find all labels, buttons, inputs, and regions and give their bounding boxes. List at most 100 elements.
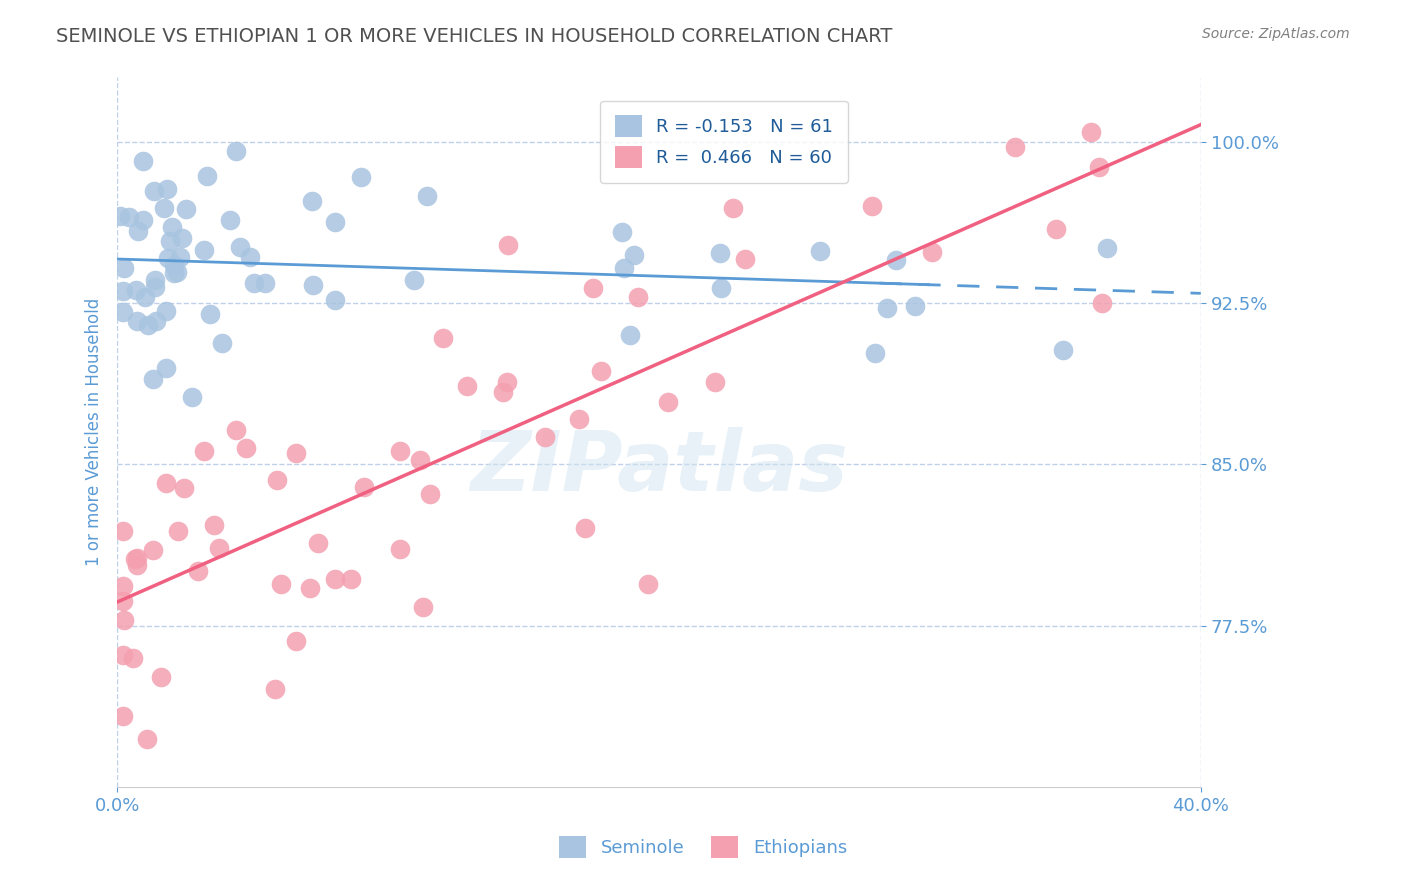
- Point: [709, 245, 731, 260]
- Point: [884, 252, 907, 267]
- Point: [124, 552, 146, 566]
- Point: [202, 518, 225, 533]
- Point: [1091, 296, 1114, 310]
- Y-axis label: 1 or more Vehicles in Household: 1 or more Vehicles in Household: [86, 298, 103, 566]
- Point: [235, 441, 257, 455]
- Point: [721, 201, 744, 215]
- Point: [143, 280, 166, 294]
- Point: [180, 390, 202, 404]
- Point: [153, 201, 176, 215]
- Point: [323, 215, 346, 229]
- Point: [149, 670, 172, 684]
- Point: [134, 290, 156, 304]
- Point: [496, 375, 519, 389]
- Point: [169, 250, 191, 264]
- Point: [198, 307, 221, 321]
- Point: [734, 252, 756, 266]
- Point: [863, 346, 886, 360]
- Point: [263, 682, 285, 697]
- Point: [657, 395, 679, 409]
- Legend: R = -0.153   N = 61, R =  0.466   N = 60: R = -0.153 N = 61, R = 0.466 N = 60: [600, 101, 848, 183]
- Point: [127, 224, 149, 238]
- Point: [136, 318, 159, 333]
- Point: [193, 243, 215, 257]
- Point: [145, 313, 167, 327]
- Point: [808, 244, 831, 259]
- Point: [225, 423, 247, 437]
- Point: [298, 582, 321, 596]
- Point: [703, 375, 725, 389]
- Point: [111, 648, 134, 662]
- Point: [533, 430, 555, 444]
- Point: [412, 600, 434, 615]
- Point: [132, 213, 155, 227]
- Text: ZIPatlas: ZIPatlas: [470, 427, 848, 508]
- Point: [125, 283, 148, 297]
- Point: [219, 213, 242, 227]
- Point: [125, 551, 148, 566]
- Point: [155, 475, 177, 490]
- Point: [157, 251, 180, 265]
- Point: [166, 524, 188, 538]
- Point: [284, 446, 307, 460]
- Point: [225, 144, 247, 158]
- Point: [131, 153, 153, 168]
- Point: [118, 211, 141, 225]
- Point: [159, 234, 181, 248]
- Point: [155, 360, 177, 375]
- Point: [416, 189, 439, 203]
- Point: [350, 169, 373, 184]
- Point: [155, 303, 177, 318]
- Point: [301, 194, 323, 209]
- Point: [163, 266, 186, 280]
- Point: [229, 240, 252, 254]
- Point: [127, 558, 149, 572]
- Point: [112, 613, 135, 627]
- Point: [112, 284, 135, 298]
- Point: [195, 169, 218, 183]
- Point: [1045, 222, 1067, 236]
- Point: [904, 299, 927, 313]
- Point: [623, 248, 645, 262]
- Point: [1095, 241, 1118, 255]
- Point: [238, 250, 260, 264]
- Point: [921, 245, 943, 260]
- Point: [409, 452, 432, 467]
- Point: [353, 480, 375, 494]
- Point: [612, 260, 634, 275]
- Point: [876, 301, 898, 316]
- Point: [610, 225, 633, 239]
- Point: [111, 594, 134, 608]
- Point: [270, 576, 292, 591]
- Point: [582, 281, 605, 295]
- Point: [323, 293, 346, 307]
- Point: [574, 520, 596, 534]
- Point: [112, 261, 135, 276]
- Point: [419, 486, 441, 500]
- Point: [142, 542, 165, 557]
- Legend: Seminole, Ethiopians: Seminole, Ethiopians: [551, 829, 855, 865]
- Point: [1088, 161, 1111, 175]
- Point: [136, 732, 159, 747]
- Point: [211, 336, 233, 351]
- Point: [619, 328, 641, 343]
- Point: [340, 572, 363, 586]
- Point: [111, 304, 134, 318]
- Point: [111, 709, 134, 723]
- Point: [627, 291, 650, 305]
- Point: [143, 184, 166, 198]
- Point: [710, 280, 733, 294]
- Point: [243, 276, 266, 290]
- Point: [166, 265, 188, 279]
- Point: [284, 634, 307, 648]
- Point: [432, 331, 454, 345]
- Point: [389, 444, 412, 458]
- Point: [208, 541, 231, 556]
- Point: [301, 277, 323, 292]
- Point: [173, 481, 195, 495]
- Point: [108, 209, 131, 223]
- Point: [187, 564, 209, 578]
- Text: SEMINOLE VS ETHIOPIAN 1 OR MORE VEHICLES IN HOUSEHOLD CORRELATION CHART: SEMINOLE VS ETHIOPIAN 1 OR MORE VEHICLES…: [56, 27, 893, 45]
- Point: [125, 314, 148, 328]
- Point: [142, 372, 165, 386]
